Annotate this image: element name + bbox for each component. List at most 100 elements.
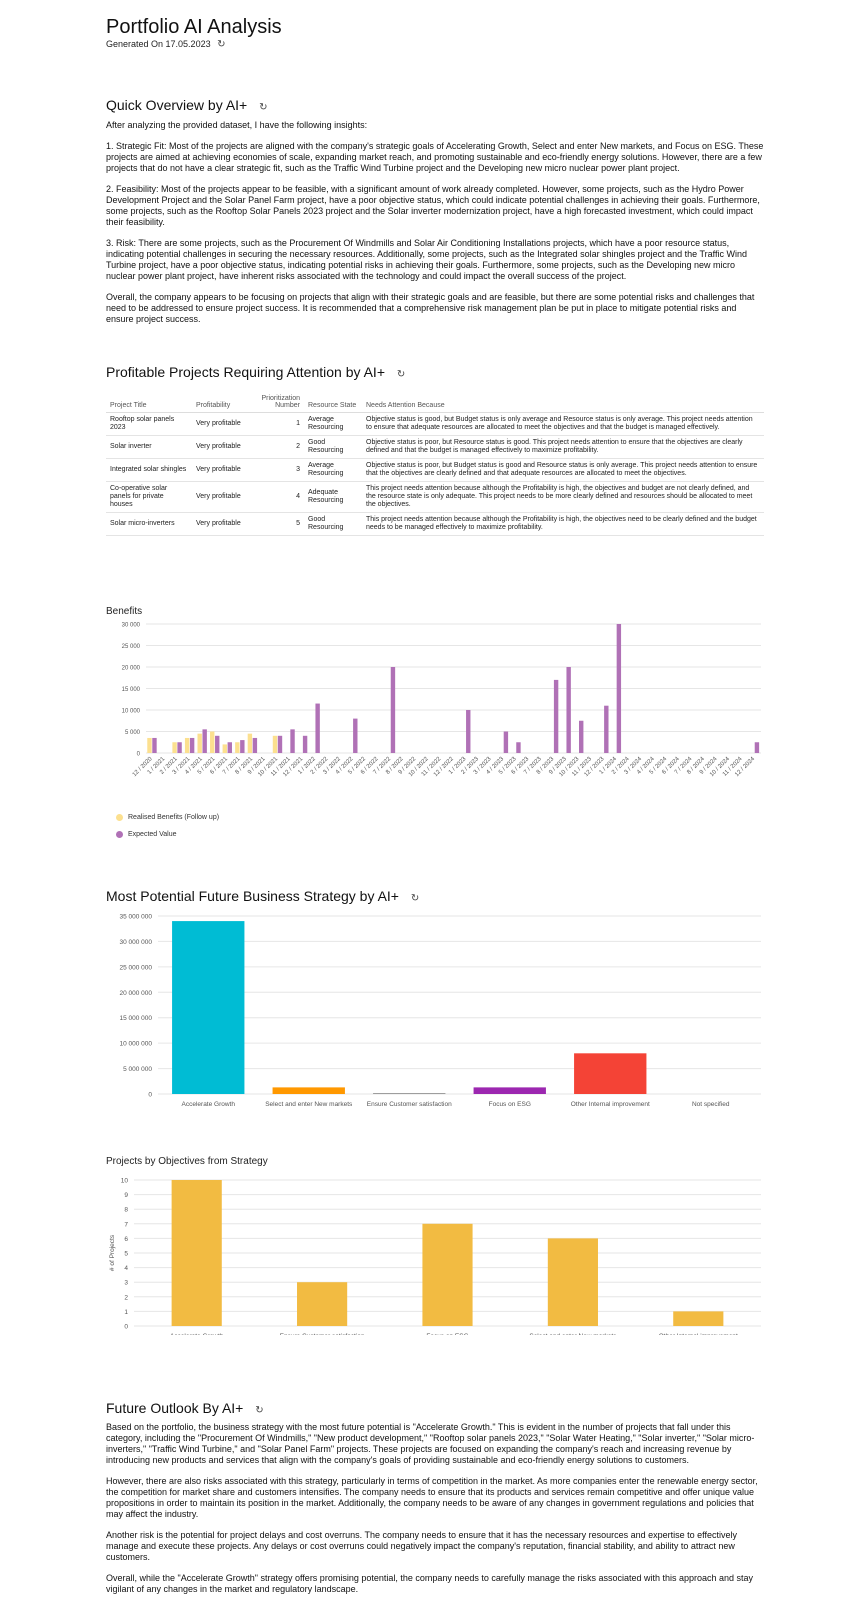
refresh-icon[interactable]: ↻ [396,369,406,380]
bar [152,737,157,753]
bar [315,703,320,753]
bar [579,720,584,753]
bar [272,1087,345,1094]
priority-cell: 2 [252,435,304,459]
profitability-cell: Very profitable [192,435,252,459]
legend-swatch-realised [116,813,123,821]
attention-cell: Objective status is good, but Budget sta… [362,412,764,436]
table-row[interactable]: Solar micro-inverters Very profitable 5 … [106,512,764,536]
x-tick-label: Other Internal improvement [659,1333,738,1335]
y-tick-label: 25 000 000 [119,964,152,971]
table-row[interactable]: Integrated solar shingles Very profitabl… [106,458,764,482]
column-header[interactable]: Needs Attention Because [362,392,764,413]
legend-label: Expected Value [128,830,177,838]
bar [673,1311,724,1326]
profitable-heading: Profitable Projects Requiring Attention … [106,364,405,380]
bar [240,740,245,753]
bar [272,735,278,753]
bar [373,1093,446,1094]
outlook-paragraph: Based on the portfolio, the business str… [106,1422,755,1465]
y-tick-label: 0 [137,752,141,758]
profitability-cell: Very profitable [192,412,252,436]
overview-heading: Quick Overview by AI+ ↻ [106,97,268,113]
resource-state-cell: Average Resourcing [304,458,362,482]
bar [754,742,760,753]
profitable-table: Project Title Profitability Prioritizati… [106,392,764,536]
table-row[interactable]: Rooftop solar panels 2023 Very profitabl… [106,412,764,436]
column-header[interactable]: Prioritization Number [252,392,304,413]
bar [297,1282,348,1326]
profitable-table-wrap: Project Title Profitability Prioritizati… [106,392,764,536]
bar [147,737,152,753]
generated-date-text: Generated On 17.05.2023 [106,39,211,49]
overview-paragraph: Overall, the company appears to be focus… [106,292,755,324]
x-tick-label: Focus on ESG [489,1101,531,1108]
y-tick-label: 0 [148,1092,152,1099]
y-tick-label: 15 000 [122,687,141,693]
legend-item-realised[interactable]: Realised Benefits (Follow up) [116,810,219,824]
bar [210,731,215,753]
bar [466,710,471,753]
refresh-icon[interactable]: ↻ [217,39,226,50]
bar [172,742,177,753]
column-header[interactable]: Project Title [106,392,192,413]
refresh-icon[interactable]: ↻ [259,102,268,113]
bar [473,1087,546,1094]
outlook-title: Future Outlook By AI+ [106,1400,244,1416]
outlook-paragraph: However, there are also risks associated… [106,1476,758,1519]
bar [566,667,571,753]
refresh-icon[interactable]: ↻ [255,1405,264,1416]
y-axis-label: # of Projects [109,1234,116,1271]
generated-date: Generated On 17.05.2023 ↻ [106,39,226,50]
overview-title: Quick Overview by AI+ [106,97,248,113]
attention-cell: Objective status is poor, but Budget sta… [362,458,764,482]
x-tick-label: Accelerate Growth [170,1333,224,1335]
bar [202,729,207,753]
table-row[interactable]: Co-operative solar panels for private ho… [106,481,764,513]
y-tick-label: 10 000 000 [119,1041,152,1048]
legend-swatch-expected [116,830,123,838]
profitability-cell: Very profitable [192,512,252,536]
profitable-title: Profitable Projects Requiring Attention … [106,364,385,380]
y-tick-label: 9 [124,1192,128,1199]
bar [516,742,521,753]
x-tick-label: Select and enter New markets [529,1333,617,1335]
project-title-cell: Solar micro-inverters [106,512,192,536]
resource-state-cell: Adequate Resourcing [304,481,362,513]
project-title-cell: Rooftop solar panels 2023 [106,412,192,436]
project-title-cell: Solar inverter [106,435,192,459]
y-tick-label: 5 [124,1251,128,1258]
bar [422,1223,473,1326]
refresh-icon[interactable]: ↻ [410,893,420,904]
overview-paragraph: 1. Strategic Fit: Most of the projects a… [106,141,764,173]
bar [302,735,308,753]
bar [616,624,622,753]
bar [252,737,258,753]
profitability-cell: Very profitable [192,458,252,482]
column-header[interactable]: Resource State [304,392,362,413]
x-tick-label: Not specified [692,1101,730,1108]
strategy-chart: 0 5 000 000 10 000 000 15 000 000 20 000 000… [119,914,761,1108]
outlook-paragraph: Another risk is the potential for projec… [106,1530,738,1562]
objectives-chart-title: Projects by Objectives from Strategy [106,1156,268,1167]
bar [222,744,227,753]
table-row[interactable]: Solar inverter Very profitable 2 Good Re… [106,435,764,459]
x-tick-label: Accelerate Growth [182,1101,236,1108]
overview-paragraph: 2. Feasibility: Most of the projects app… [106,184,760,227]
resource-state-cell: Good Resourcing [304,435,362,459]
bar [604,705,609,753]
y-tick-label: 15 000 000 [119,1015,152,1022]
x-tick-label: Select and enter New markets [265,1101,353,1108]
outlook-heading: Future Outlook By AI+ ↻ [106,1400,264,1416]
overview-paragraph: After analyzing the provided dataset, I … [106,120,368,130]
y-tick-label: 10 [121,1178,129,1185]
y-tick-label: 5 000 000 [123,1066,152,1073]
column-header[interactable]: Profitability [192,392,252,413]
y-tick-label: 6 [124,1236,128,1243]
priority-cell: 3 [252,458,304,482]
benefits-chart-title: Benefits [106,606,143,617]
legend-item-expected[interactable]: Expected Value [116,827,219,841]
bar [547,1238,598,1326]
table-header-row: Project Title Profitability Prioritizati… [106,392,764,413]
